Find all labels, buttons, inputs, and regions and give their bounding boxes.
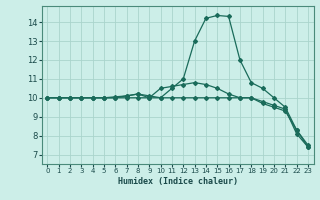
X-axis label: Humidex (Indice chaleur): Humidex (Indice chaleur) (118, 177, 237, 186)
